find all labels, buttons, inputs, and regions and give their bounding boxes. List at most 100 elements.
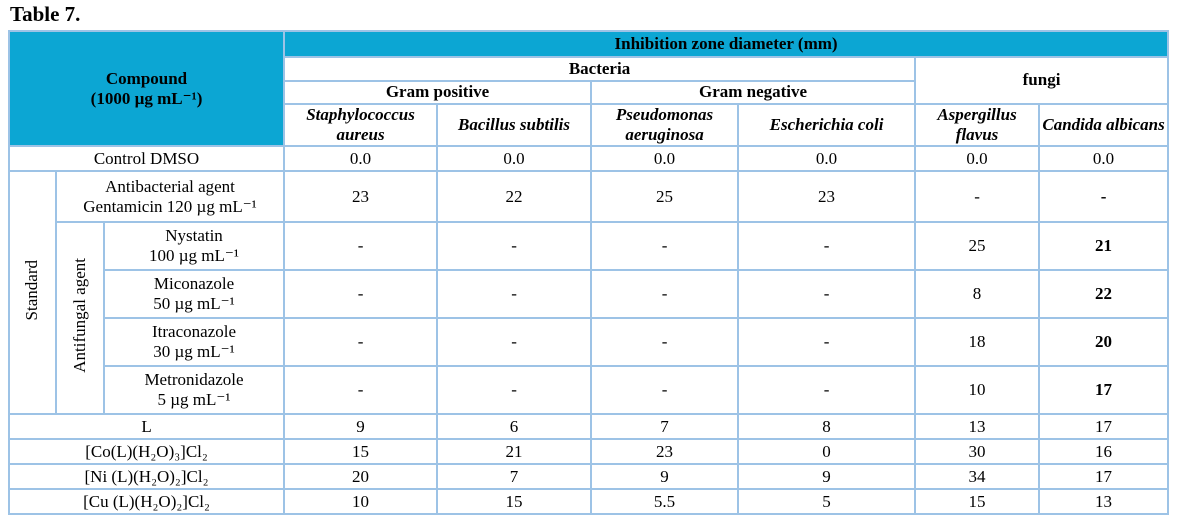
- value-cell: 0.0: [1038, 145, 1170, 173]
- value-cell: -: [436, 317, 593, 368]
- value-cell: 8: [737, 413, 917, 441]
- value-cell: -: [914, 170, 1041, 224]
- row-cu-complex: [Cu (L)(H₂O)₂]Cl₂ 10 15 5.5 5 15 13: [7, 488, 1170, 516]
- value-cell: 23: [283, 170, 439, 224]
- header-species-pseudomonas-aeruginosa: Pseudomonas aeruginosa: [590, 102, 740, 148]
- value-cell: 13: [914, 413, 1041, 441]
- value-cell: -: [590, 221, 740, 272]
- inhibition-zone-table: Compound (1000 µg mL⁻¹) Inhibition zone …: [7, 29, 1170, 516]
- header-row-3: Gram positive Gram negative: [9, 80, 1168, 105]
- value-cell: 0.0: [914, 145, 1041, 173]
- row-miconazole: Miconazole 50 µg mL⁻¹ - - - - 8 22: [9, 269, 1170, 320]
- value-cell: 18: [914, 317, 1041, 368]
- value-cell: -: [283, 317, 439, 368]
- row-label: Metronidazole 5 µg mL⁻¹: [102, 365, 286, 416]
- value-cell: 34: [914, 463, 1041, 491]
- group-label-antifungal-agent: Antifungal agent: [55, 221, 105, 416]
- header-species-staphylococcus-aureus: Staphylococcus aureus: [283, 102, 439, 148]
- value-cell: 0: [737, 438, 917, 466]
- row-label: Control DMSO: [7, 145, 286, 173]
- row-label-line2: 100 µg mL⁻¹: [149, 246, 239, 266]
- header-compound-line1: Compound: [105, 68, 188, 88]
- header-species-escherichia-coli: Escherichia coli: [737, 102, 917, 148]
- row-label: [Co(L)(H₂O)₃]Cl₂: [7, 438, 286, 466]
- value-cell: 23: [737, 170, 917, 224]
- value-cell: -: [283, 365, 439, 416]
- value-cell: 20: [1038, 317, 1170, 368]
- table-title: Table 7.: [10, 2, 81, 26]
- row-itraconazole: Itraconazole 30 µg mL⁻¹ - - - - 18 20: [9, 317, 1170, 368]
- value-cell: 9: [283, 413, 439, 441]
- row-label-line2: 50 µg mL⁻¹: [153, 294, 235, 314]
- value-cell: 15: [283, 438, 439, 466]
- header-gram-positive: Gram positive: [283, 80, 593, 105]
- value-cell: 30: [914, 438, 1041, 466]
- row-label-line2: Gentamicin 120 µg mL⁻¹: [83, 196, 257, 216]
- value-cell: 5: [737, 488, 917, 516]
- value-cell: 25: [914, 221, 1041, 272]
- value-cell: 9: [590, 463, 740, 491]
- row-label: [Ni (L)(H₂O)₂]Cl₂: [7, 463, 286, 491]
- row-co-complex: [Co(L)(H₂O)₃]Cl₂ 15 21 23 0 30 16: [7, 438, 1170, 466]
- value-cell: -: [436, 221, 593, 272]
- value-cell: 10: [283, 488, 439, 516]
- value-cell: 20: [283, 463, 439, 491]
- value-cell: -: [436, 269, 593, 320]
- header-row-species: Staphylococcus aureus Bacillus subtilis …: [9, 102, 1170, 148]
- value-cell: 21: [436, 438, 593, 466]
- value-cell: 0.0: [590, 145, 740, 173]
- header-compound: Compound (1000 µg mL⁻¹): [7, 29, 286, 148]
- row-label-line1: Nystatin: [165, 226, 223, 246]
- value-cell: 7: [590, 413, 740, 441]
- value-cell: 13: [1038, 488, 1170, 516]
- value-cell: 9: [737, 463, 917, 491]
- row-label: Nystatin 100 µg mL⁻¹: [102, 221, 286, 272]
- value-cell: -: [436, 365, 593, 416]
- row-label: Miconazole 50 µg mL⁻¹: [102, 269, 286, 320]
- value-cell: 5.5: [590, 488, 740, 516]
- header-bacteria: Bacteria: [283, 56, 917, 82]
- group-label-standard: Standard: [8, 170, 57, 416]
- value-cell: 7: [436, 463, 593, 491]
- header-gram-negative: Gram negative: [590, 80, 917, 105]
- value-cell: -: [283, 269, 439, 320]
- value-cell: 25: [590, 170, 740, 224]
- value-cell: 22: [1038, 269, 1170, 320]
- row-ligand-l: L 9 6 7 8 13 17: [7, 413, 1170, 441]
- value-cell: 0.0: [283, 145, 439, 173]
- value-cell: 10: [914, 365, 1041, 416]
- header-species-bacillus-subtilis: Bacillus subtilis: [436, 102, 593, 148]
- value-cell: 17: [1038, 365, 1170, 416]
- row-label: L: [7, 413, 286, 441]
- row-label: Itraconazole 30 µg mL⁻¹: [102, 317, 286, 368]
- value-cell: 0.0: [737, 145, 917, 173]
- value-cell: -: [737, 221, 917, 272]
- value-cell: -: [737, 269, 917, 320]
- row-label-line2: 30 µg mL⁻¹: [153, 342, 235, 362]
- row-label-line2: 5 µg mL⁻¹: [157, 390, 231, 410]
- value-cell: -: [1038, 170, 1170, 224]
- row-gentamicin: Standard Antibacterial agent Gentamicin …: [8, 170, 1170, 416]
- header-fungi: fungi: [914, 56, 1170, 105]
- row-label: [Cu (L)(H₂O)₂]Cl₂: [7, 488, 286, 516]
- header-compound-line2: (1000 µg mL⁻¹): [90, 88, 203, 108]
- value-cell: -: [737, 317, 917, 368]
- value-cell: 17: [1038, 463, 1170, 491]
- header-row-1: Compound (1000 µg mL⁻¹) Inhibition zone …: [7, 29, 1170, 148]
- value-cell: 16: [1038, 438, 1170, 466]
- header-species-aspergillus-flavus: Aspergillus flavus: [914, 102, 1041, 148]
- row-control-dmso: Control DMSO 0.0 0.0 0.0 0.0 0.0 0.0: [7, 145, 1170, 173]
- antifungal-vertical-label: Antifungal agent: [69, 258, 89, 373]
- value-cell: 15: [914, 488, 1041, 516]
- value-cell: 21: [1038, 221, 1170, 272]
- header-inhibition-zone: Inhibition zone diameter (mm): [283, 30, 1170, 58]
- value-cell: -: [590, 317, 740, 368]
- row-label-line1: Miconazole: [153, 274, 235, 294]
- standard-vertical-label: Standard: [22, 259, 42, 321]
- row-nystatin: Antifungal agent Nystatin 100 µg mL⁻¹ - …: [9, 221, 1170, 416]
- header-species-candida-albicans: Candida albicans: [1038, 102, 1170, 148]
- row-label-line1: Antibacterial agent: [105, 176, 235, 196]
- value-cell: -: [283, 221, 439, 272]
- header-row-2: Bacteria fungi: [9, 56, 1170, 105]
